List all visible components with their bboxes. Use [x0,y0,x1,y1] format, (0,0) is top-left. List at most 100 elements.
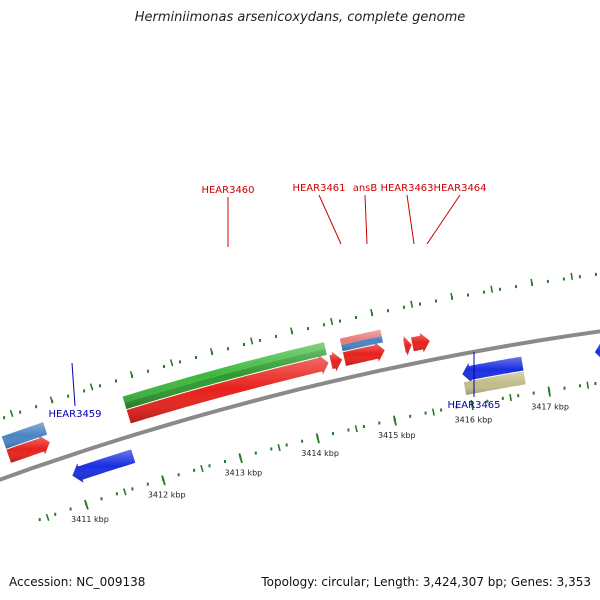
outer-half-tick [410,300,414,308]
outer-half-tick [570,272,574,280]
inner-tick-dot [440,408,443,412]
outer-half-tick [290,327,294,335]
inner-half-tick [200,464,204,473]
outer-tick-dot [19,410,22,414]
outer-tick-dot [275,334,277,338]
outer-tick-dot [67,394,70,398]
outer-tick-dot [339,319,341,323]
feature-shade [463,371,526,395]
feature-shade [462,356,524,383]
feature-shade [6,435,50,463]
feature-forward_upper-6 [1,422,48,449]
tick-label: 3414 kbp [301,449,339,458]
outer-half-tick [89,383,94,391]
feature-shade [342,342,385,366]
tick-label: 3413 kbp [225,469,263,478]
outer-tick-dot [594,272,597,276]
inner-half-tick [431,408,435,416]
inner-half-tick [277,443,281,452]
inner-tick-dot [193,468,196,472]
inner-tick-dot [532,391,535,395]
label-leader [71,362,76,407]
outer-half-tick [129,370,134,379]
outer-tick-dot [147,369,149,373]
tick-label: 3415 kbp [378,431,416,440]
feature-forward-2 [329,351,343,372]
inner-tick-dot [146,482,149,486]
tick-label: 3412 kbp [148,491,186,500]
inner-tick-dot [424,411,427,415]
feature-forward-1 [126,354,329,424]
tick-label: 3416 kbp [455,416,493,425]
feature-reverse-9 [72,449,136,483]
inner-tick-dot [563,386,566,390]
inner-tick-dot [100,497,103,501]
gene-label: HEAR3465 [447,400,500,411]
outer-tick-dot [403,305,405,309]
outer-tick-dot [259,338,261,342]
inner-tick-dot [177,473,180,477]
gene-label: HEAR3463 [380,183,433,194]
feature-forward-0 [6,435,50,463]
inner-half-tick [122,488,127,496]
gene-label: HEAR3459 [48,409,101,420]
inner-half-tick [509,393,512,402]
outer-tick-dot [499,287,501,291]
outer-tick-dot [355,316,357,319]
inner-tick-dot [362,425,365,428]
label-leader [318,194,342,245]
tick-label: 3417 kbp [531,402,569,411]
outer-tick-dot [323,323,325,327]
feature-shade [339,329,384,352]
inner-tick-dot [579,384,581,388]
feature-shade [594,343,600,358]
inner-tick-dot [254,451,257,455]
feature-forward-5 [411,332,430,353]
major-tick [238,453,243,464]
genome-summary-text: Topology: circular; Length: 3,424,307 bp… [261,575,591,589]
outer-tick-dot [83,389,86,393]
outer-half-tick [249,337,254,345]
major-tick [315,433,320,444]
gene-label: HEAR3460 [201,185,254,196]
feature-shade [122,342,327,410]
label-leader [364,194,368,245]
feature-track [1,329,600,483]
inner-tick-dot [224,460,226,463]
inner-tick-dot [54,512,57,516]
outer-tick-dot [546,279,549,283]
feature-forward_upper-8 [339,329,384,352]
outer-tick-dot [227,347,229,351]
inner-half-tick [45,513,50,521]
minor-tick-dots [3,272,597,522]
outer-tick-dot [435,299,437,303]
major-tick [161,475,166,486]
outer-half-tick [490,285,494,293]
inner-tick-dot [332,432,334,436]
outer-half-tick [49,396,54,404]
inner-half-tick [354,425,358,433]
inner-tick-dot [517,394,520,398]
inner-half-tick [586,381,590,389]
gene-label: ansB [353,183,378,194]
inner-tick-dot [131,487,134,491]
feature-forward_upper-7 [122,342,327,410]
inner-tick-dot [208,464,211,468]
inner-tick-dot [285,443,288,447]
feature-shade [1,422,48,449]
axis-ticks: 3411 kbp 3412 kbp 3413 kbp 3414 kbp 3415 kbp… [71,386,569,524]
outer-half-tick [450,292,454,301]
inner-tick-dot [501,396,504,400]
feature-reverse-10 [462,356,524,383]
outer-tick-dot [387,309,389,313]
outer-tick-dot [419,302,421,306]
inner-tick-dot [270,447,273,451]
feature-shade [329,351,343,372]
inner-tick-dot [594,382,597,385]
genome-backbone [0,329,600,482]
major-tick [547,386,551,397]
outer-tick-dot [35,405,38,409]
outer-tick-dot [515,285,517,289]
outer-tick-dot [483,290,485,294]
